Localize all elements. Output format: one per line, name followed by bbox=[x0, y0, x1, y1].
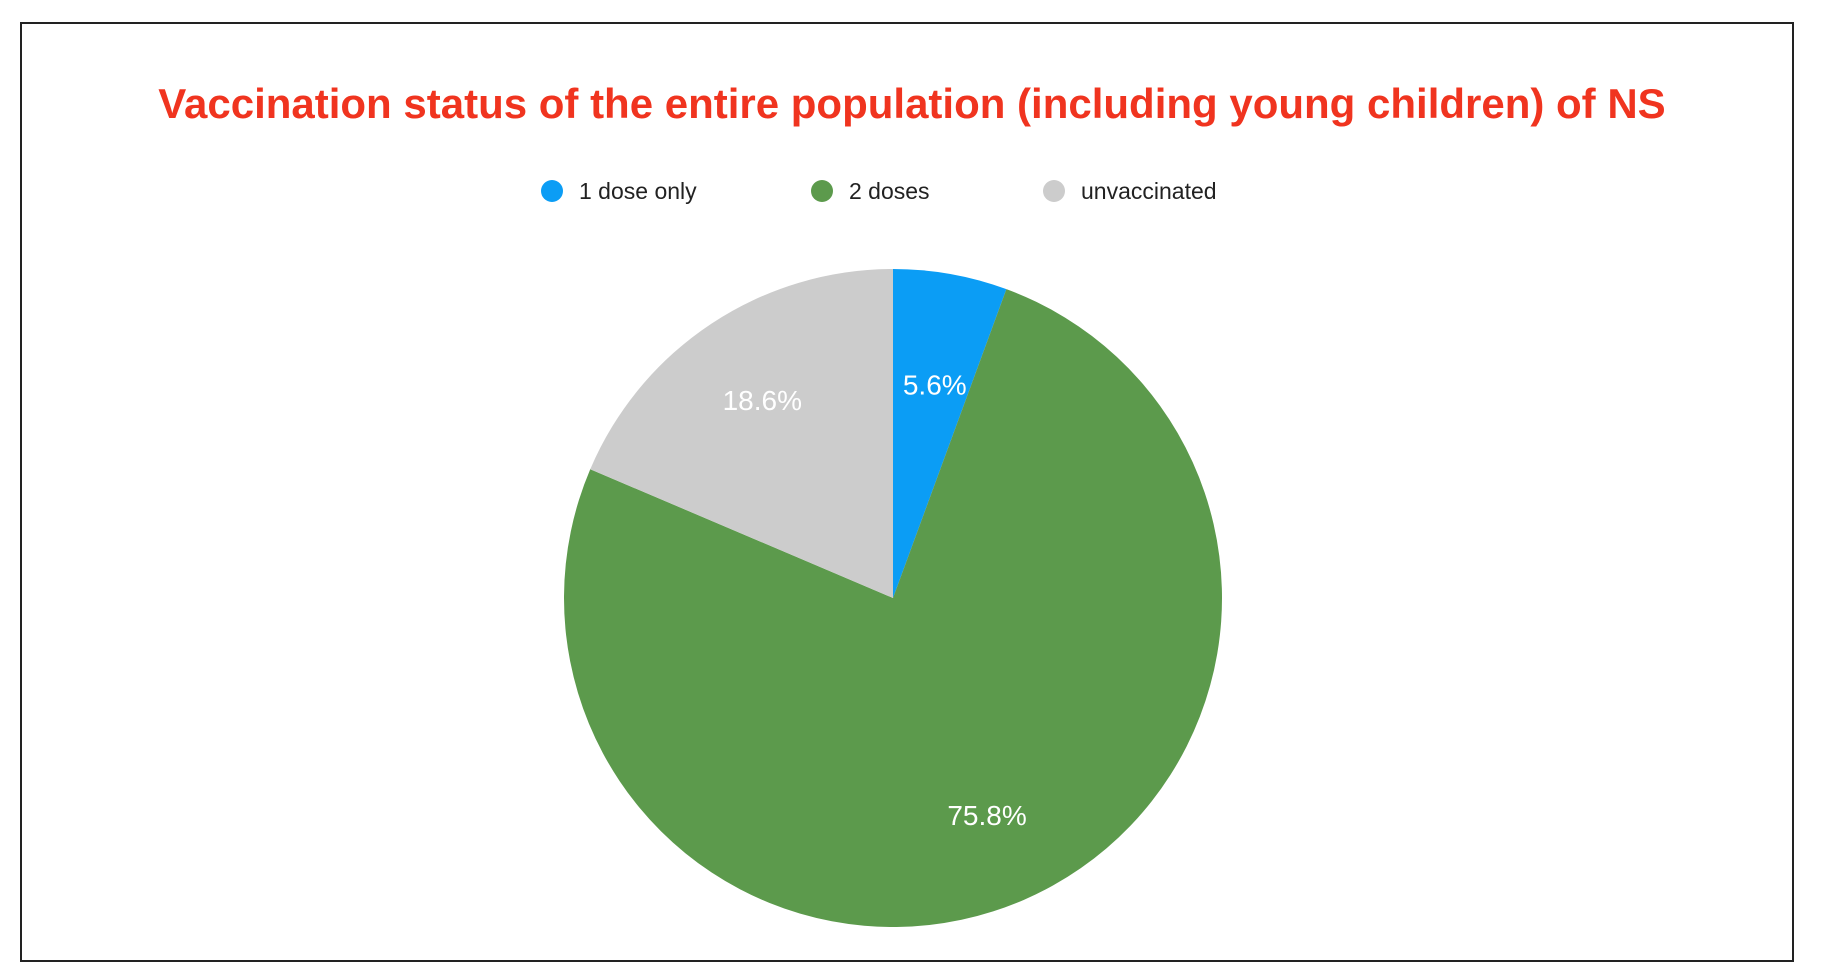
pie-slice-unvaccinated[interactable] bbox=[590, 269, 893, 598]
pie-slice-label-2-doses: 75.8% bbox=[947, 800, 1026, 831]
legend-swatch-1-dose-only bbox=[541, 180, 563, 202]
legend-swatch-2-doses bbox=[811, 180, 833, 202]
chart-title: Vaccination status of the entire populat… bbox=[158, 80, 1666, 127]
pie-slice-label-unvaccinated: 18.6% bbox=[723, 385, 802, 416]
legend-swatch-unvaccinated bbox=[1043, 180, 1065, 202]
legend-item-2-doses[interactable]: 2 doses bbox=[811, 176, 930, 206]
legend-item-unvaccinated[interactable]: unvaccinated bbox=[1043, 176, 1217, 206]
pie-slice-label-1-dose-only: 5.6% bbox=[903, 369, 967, 400]
pie-slice-1-dose-only[interactable] bbox=[893, 269, 1007, 598]
chart-legend: 1 dose only 2 doses unvaccinated bbox=[0, 176, 1824, 206]
pie-slice-2-doses[interactable] bbox=[563, 289, 1222, 927]
legend-label-2-doses: 2 doses bbox=[849, 177, 930, 204]
legend-label-unvaccinated: unvaccinated bbox=[1081, 177, 1217, 204]
legend-label-1-dose-only: 1 dose only bbox=[579, 177, 697, 204]
legend-item-1-dose-only[interactable]: 1 dose only bbox=[541, 176, 697, 206]
